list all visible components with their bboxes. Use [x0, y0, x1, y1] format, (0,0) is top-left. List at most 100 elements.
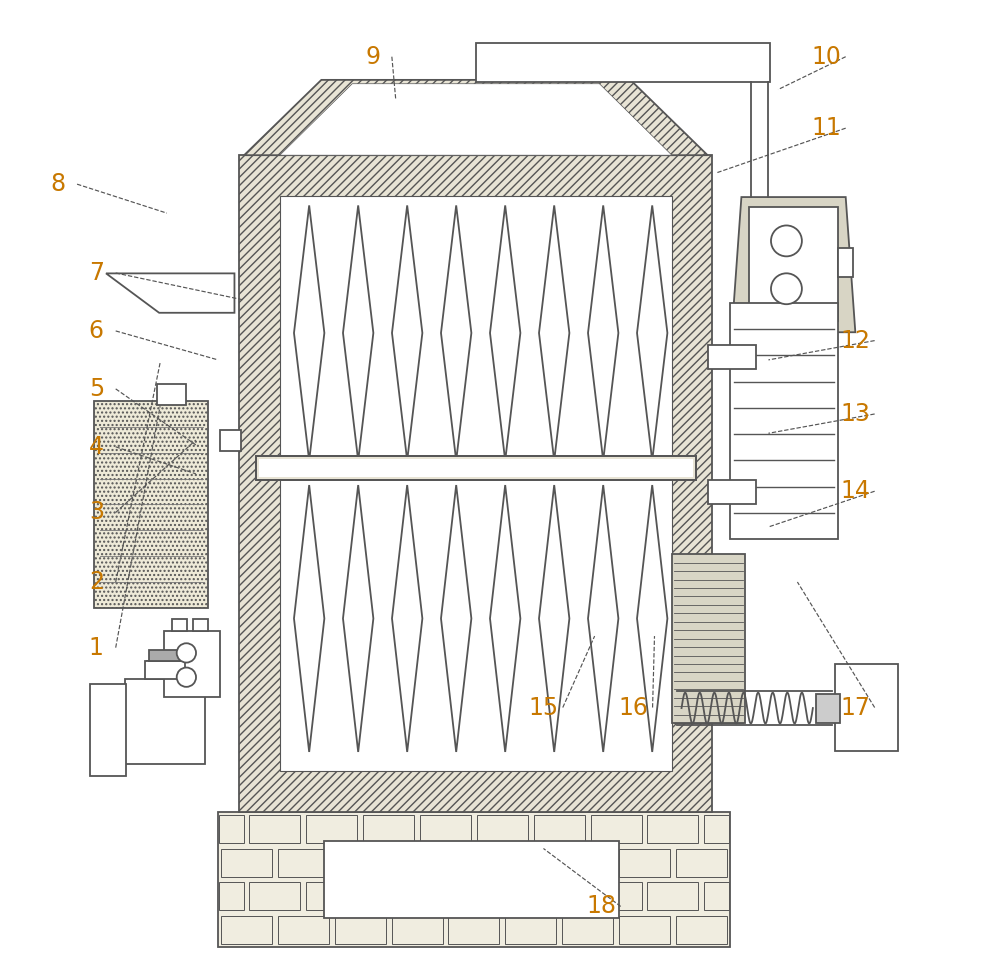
Bar [730, 303, 838, 540]
Bar [219, 882, 244, 910]
Text: 5: 5 [89, 377, 104, 401]
Bar [816, 693, 840, 722]
Bar [420, 882, 471, 910]
Polygon shape [539, 205, 569, 460]
Bar [534, 882, 585, 910]
Polygon shape [343, 485, 373, 752]
Polygon shape [539, 485, 569, 752]
Text: 2: 2 [89, 570, 104, 594]
Polygon shape [490, 485, 520, 752]
Bar [505, 848, 556, 876]
Bar [534, 815, 585, 842]
Bar [476, 44, 770, 82]
Text: 9: 9 [365, 44, 380, 69]
Text: 12: 12 [840, 329, 870, 353]
Bar [172, 619, 187, 631]
Polygon shape [441, 485, 471, 752]
Bar [90, 685, 126, 777]
Bar [125, 679, 205, 764]
Bar [647, 815, 698, 842]
Bar [164, 631, 220, 697]
Text: 15: 15 [528, 695, 559, 719]
Bar [591, 815, 642, 842]
Bar [193, 619, 208, 631]
Text: 3: 3 [89, 501, 104, 524]
Bar [676, 916, 727, 944]
Bar [647, 882, 698, 910]
Polygon shape [106, 274, 234, 312]
Polygon shape [490, 205, 520, 460]
Polygon shape [588, 485, 618, 752]
Bar [249, 815, 300, 842]
Circle shape [177, 667, 196, 687]
Bar [448, 916, 499, 944]
Text: 14: 14 [840, 480, 870, 503]
Bar [306, 815, 357, 842]
Bar [619, 848, 670, 876]
Polygon shape [732, 197, 855, 333]
Bar [149, 650, 180, 661]
Polygon shape [343, 205, 373, 460]
Text: 16: 16 [618, 695, 648, 719]
Bar [477, 882, 528, 910]
Bar [278, 916, 329, 944]
Circle shape [771, 274, 802, 305]
Polygon shape [244, 80, 708, 155]
Bar [591, 882, 642, 910]
Bar [219, 815, 244, 842]
Bar [704, 815, 729, 842]
Bar [505, 916, 556, 944]
Bar [363, 815, 414, 842]
Bar [239, 155, 712, 812]
Text: 1: 1 [89, 635, 104, 659]
Bar [94, 400, 208, 608]
Text: 13: 13 [840, 402, 870, 426]
Bar [256, 456, 696, 481]
Polygon shape [294, 205, 324, 460]
Bar [145, 661, 185, 679]
Bar [562, 916, 613, 944]
Bar [157, 384, 186, 405]
Bar [363, 882, 414, 910]
Bar [256, 456, 696, 481]
Bar [708, 345, 756, 369]
Text: 6: 6 [89, 319, 104, 343]
Bar [278, 848, 329, 876]
Bar [672, 554, 745, 723]
Polygon shape [392, 205, 422, 460]
Polygon shape [588, 205, 618, 460]
Bar [392, 916, 443, 944]
Bar [835, 663, 898, 750]
Bar [704, 882, 729, 910]
Bar [324, 840, 619, 918]
Text: 7: 7 [89, 261, 104, 285]
Text: 8: 8 [50, 172, 65, 196]
Bar [676, 848, 727, 876]
Bar [280, 195, 672, 772]
Polygon shape [392, 485, 422, 752]
Bar [477, 815, 528, 842]
Bar [448, 848, 499, 876]
Bar [749, 207, 838, 321]
Bar [220, 430, 241, 452]
Bar [335, 916, 386, 944]
Text: 17: 17 [840, 695, 870, 719]
Text: 4: 4 [89, 435, 104, 458]
Bar [221, 916, 272, 944]
Bar [708, 480, 756, 504]
Bar [420, 815, 471, 842]
Text: 10: 10 [811, 44, 841, 69]
Bar [259, 459, 693, 478]
Bar [619, 916, 670, 944]
Polygon shape [637, 485, 667, 752]
Bar [335, 848, 386, 876]
Bar [218, 812, 730, 947]
Polygon shape [637, 205, 667, 460]
Bar [306, 882, 357, 910]
Bar [249, 882, 300, 910]
Text: 18: 18 [586, 894, 616, 919]
Polygon shape [280, 84, 672, 155]
Bar [562, 848, 613, 876]
Bar [838, 249, 853, 278]
Polygon shape [441, 205, 471, 460]
